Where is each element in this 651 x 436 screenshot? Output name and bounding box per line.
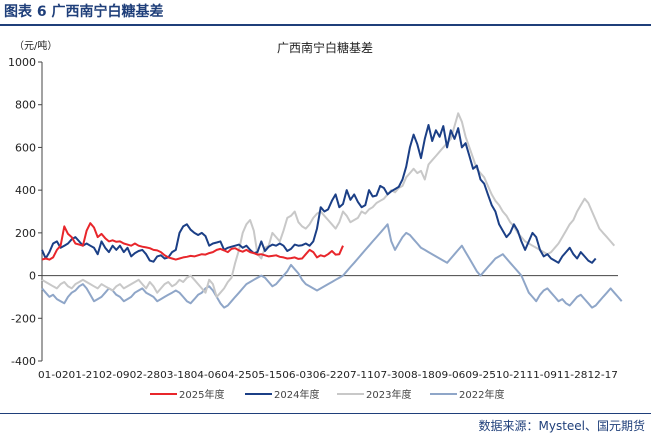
- y-tick-label: 600: [15, 141, 36, 154]
- y-tick-label: -200: [11, 312, 36, 325]
- axis-layer: -400 -200 0 200 400 600 800 1000: [8, 56, 618, 368]
- series-line-2022年度: [41, 223, 623, 309]
- chart-title: 广西南宁白糖基差: [277, 40, 373, 55]
- series-line-2025年度: [41, 222, 344, 261]
- source-rule: [0, 413, 651, 414]
- series-line-2023年度: [41, 112, 616, 298]
- y-tick-label: 400: [15, 184, 36, 197]
- basis-line-chart: 广西南宁白糖基差 （元/吨） -400 -200 0 200 400 600 800 1000…: [8, 39, 623, 401]
- y-tick-label: 0: [29, 270, 36, 283]
- caption-rule: [0, 24, 651, 26]
- series-layer: [41, 112, 623, 309]
- legend-label: 2023年度: [366, 388, 411, 401]
- source-note: 数据来源：Mysteel、国元期货: [478, 419, 645, 433]
- y-tick-label: -400: [11, 355, 36, 368]
- figure-caption: 图表 6 广西南宁白糖基差: [4, 4, 164, 20]
- series-line-2024年度: [41, 124, 597, 264]
- y-axis-unit-label: （元/吨）: [14, 39, 57, 52]
- legend: 2025年度 2024年度 2023年度 2022年度: [150, 388, 504, 401]
- x-axis-tick-labels: 01-0201-2102-0902-2803-1804-0604-2505-15…: [38, 370, 618, 381]
- legend-label: 2022年度: [459, 388, 504, 401]
- y-tick-label: 1000: [8, 56, 36, 69]
- legend-label: 2025年度: [179, 388, 224, 401]
- legend-label: 2024年度: [274, 388, 319, 401]
- y-tick-label: 200: [15, 227, 36, 240]
- y-tick-label: 800: [15, 99, 36, 112]
